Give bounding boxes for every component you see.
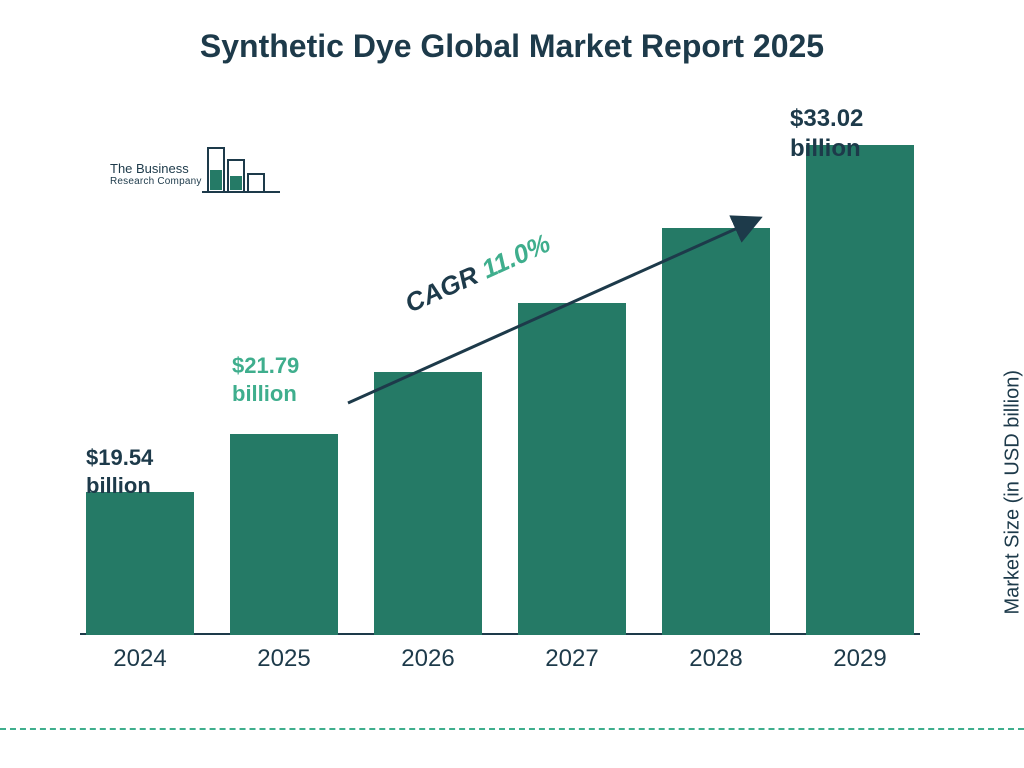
bar-chart: 2024 2025 2026 2027 2028 2029	[80, 145, 920, 635]
x-tick-label: 2027	[518, 645, 626, 673]
x-tick-label: 2024	[86, 645, 194, 673]
bar-2027: 2027	[518, 303, 626, 635]
x-tick-label: 2029	[806, 645, 914, 673]
bar-2025: 2025	[230, 434, 338, 635]
x-axis	[80, 633, 920, 635]
y-axis-label: Market Size (in USD billion)	[1002, 370, 1024, 615]
bar-2026: 2026	[374, 372, 482, 635]
x-tick-label: 2026	[374, 645, 482, 673]
bar-2024: 2024	[86, 492, 194, 635]
chart-canvas: Synthetic Dye Global Market Report 2025 …	[0, 0, 1024, 768]
value-callout: $21.79 billion	[232, 352, 362, 407]
bar-2029: 2029	[806, 145, 914, 635]
footer-divider	[0, 728, 1024, 730]
x-tick-label: 2025	[230, 645, 338, 673]
x-tick-label: 2028	[662, 645, 770, 673]
value-callout: $19.54 billion	[86, 444, 216, 499]
bar-2028: 2028	[662, 228, 770, 635]
value-callout: $33.02 billion	[790, 104, 920, 164]
chart-title: Synthetic Dye Global Market Report 2025	[0, 28, 1024, 65]
